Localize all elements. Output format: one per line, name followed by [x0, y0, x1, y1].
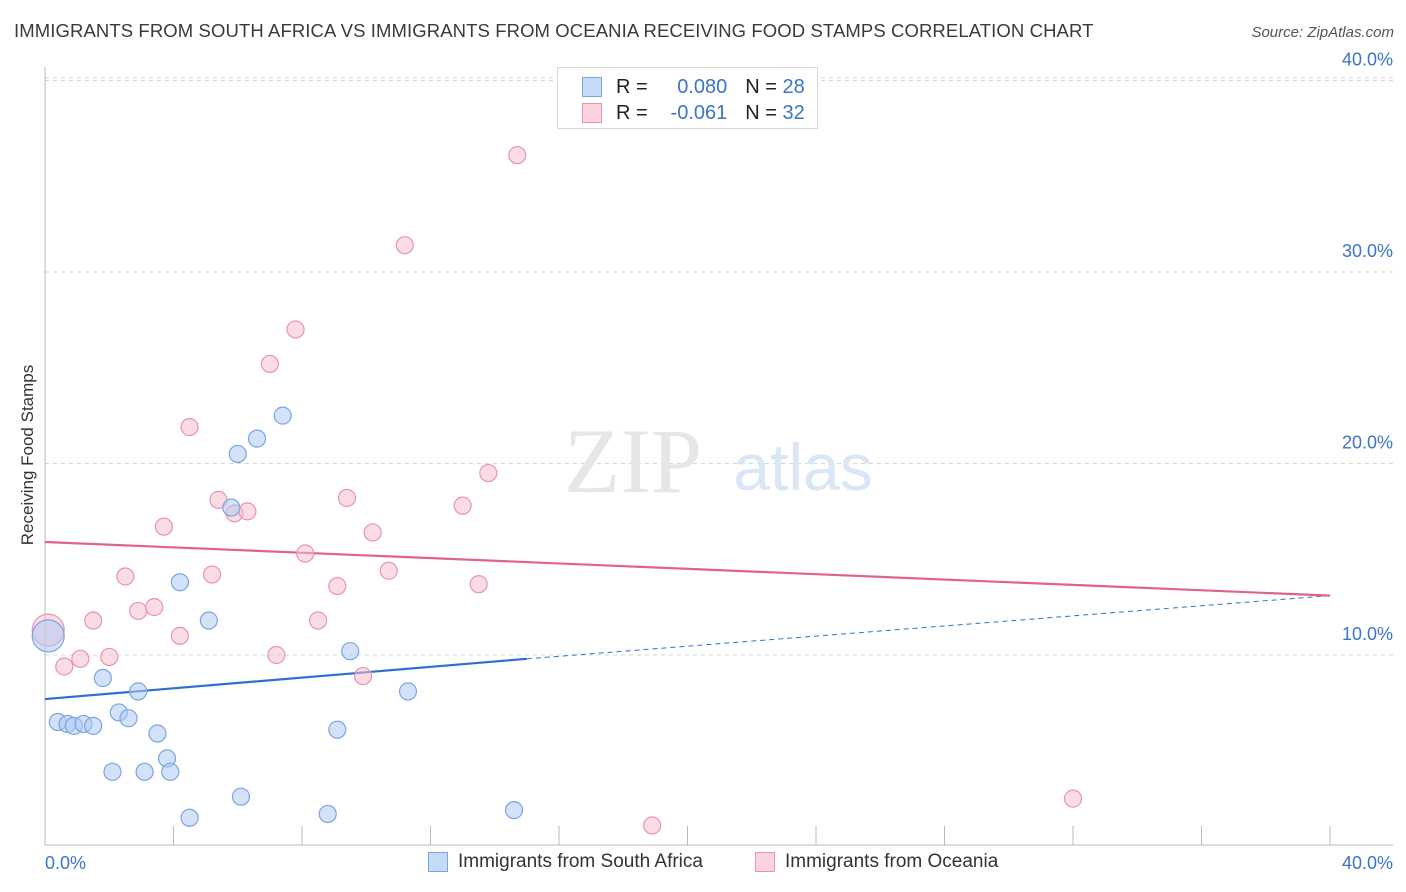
point-oceania — [116, 567, 135, 586]
label-layer: 10.0% 20.0% 30.0% 40.0% 0.0% 40.0% — [45, 50, 1393, 874]
point-oceania — [129, 601, 148, 621]
trend-line-south-africa — [44, 657, 527, 701]
series-legend-oceania[interactable]: Immigrants from Oceania — [755, 851, 998, 873]
point-south-africa — [93, 668, 112, 688]
point-south-africa — [328, 720, 347, 739]
trend-layer — [44, 540, 1331, 701]
point-oceania — [379, 561, 398, 580]
y-tick-label: 10.0% — [1342, 624, 1393, 644]
point-oceania — [328, 576, 347, 596]
point-south-africa — [135, 762, 154, 781]
source-credit: Source: ZipAtlas.com — [1251, 24, 1394, 41]
point-oceania — [453, 496, 472, 515]
point-oceania — [238, 502, 257, 521]
legend-n-value: 28 — [782, 75, 805, 98]
y-tick-label: 20.0% — [1342, 433, 1393, 453]
point-oceania — [267, 645, 286, 665]
point-oceania — [202, 565, 222, 584]
point-south-africa — [170, 573, 190, 592]
point-oceania — [100, 647, 119, 667]
legend-n-value: 32 — [782, 101, 805, 124]
trend-line-south-africa-extension — [526, 595, 1331, 660]
point-south-africa — [161, 762, 180, 781]
point-oceania — [55, 657, 74, 676]
point-oceania — [154, 517, 173, 536]
point-south-africa — [398, 682, 418, 701]
point-oceania — [286, 320, 305, 339]
point-oceania — [353, 666, 373, 686]
point-south-africa — [504, 801, 524, 820]
point-south-africa — [180, 808, 199, 827]
y-tick-label: 40.0% — [1342, 50, 1393, 70]
point-oceania — [337, 488, 357, 508]
point-south-africa — [273, 406, 292, 425]
point-south-africa — [129, 682, 148, 701]
point-oceania — [643, 816, 662, 835]
stats-legend: R = 0.080 N = 28 R = -0.061 N = 32 — [557, 67, 818, 129]
watermark: ZIP atlas — [564, 410, 873, 512]
axis-layer — [44, 67, 1393, 846]
legend-n-label: N = — [745, 75, 777, 98]
point-oceania — [145, 598, 164, 617]
point-south-africa — [231, 787, 251, 806]
point-south-africa — [222, 498, 241, 517]
point-oceania — [1063, 789, 1083, 808]
x-tick-label: 0.0% — [45, 853, 86, 873]
series-legend: Immigrants from South Africa Immigrants … — [0, 851, 1406, 877]
legend-row-oceania: R = -0.061 N = 32 — [582, 101, 805, 125]
legend-row-south-africa: R = 0.080 N = 28 — [582, 75, 805, 99]
series-name: Immigrants from Oceania — [785, 851, 999, 872]
legend-r-value: 0.080 — [677, 75, 728, 98]
point-south-africa — [31, 619, 65, 653]
point-oceania — [308, 611, 328, 630]
point-south-africa — [318, 804, 337, 824]
y-tick-label: 30.0% — [1342, 241, 1393, 261]
legend-swatch-blue — [582, 77, 602, 97]
point-oceania — [71, 649, 90, 668]
point-south-africa — [148, 724, 167, 743]
watermark-atlas: atlas — [733, 430, 872, 504]
legend-r-label: R = — [616, 101, 648, 124]
grid-layer — [45, 77, 1393, 656]
point-south-africa — [103, 762, 122, 781]
series-legend-south-africa[interactable]: Immigrants from South Africa — [428, 851, 703, 873]
legend-swatch-pink — [755, 852, 775, 872]
point-oceania — [84, 611, 103, 630]
legend-swatch-blue — [428, 852, 448, 872]
point-south-africa — [84, 716, 103, 735]
point-south-africa — [119, 709, 138, 728]
chart-title: IMMIGRANTS FROM SOUTH AFRICA VS IMMIGRAN… — [14, 20, 1094, 41]
watermark-zip: ZIP — [564, 410, 702, 512]
point-oceania — [170, 626, 190, 645]
point-oceania — [260, 354, 279, 374]
legend-n-label: N = — [745, 101, 777, 124]
point-oceania — [508, 146, 527, 165]
point-south-africa — [199, 611, 218, 630]
point-oceania — [479, 463, 498, 483]
point-oceania — [296, 544, 315, 563]
point-oceania — [395, 236, 414, 255]
legend-r-value: -0.061 — [670, 101, 728, 124]
point-south-africa — [228, 444, 247, 464]
series-name: Immigrants from South Africa — [458, 851, 703, 872]
point-south-africa — [341, 642, 360, 661]
y-axis-label: Receiving Food Stamps — [18, 364, 37, 546]
points-layer — [31, 146, 1083, 835]
legend-swatch-pink — [582, 103, 602, 123]
legend-r-label: R = — [616, 75, 648, 98]
point-oceania — [469, 575, 488, 594]
point-oceania — [180, 418, 199, 437]
point-oceania — [363, 523, 382, 542]
point-south-africa — [247, 429, 267, 448]
x-tick-label: 40.0% — [1342, 853, 1393, 873]
trend-line-oceania — [44, 540, 1331, 597]
